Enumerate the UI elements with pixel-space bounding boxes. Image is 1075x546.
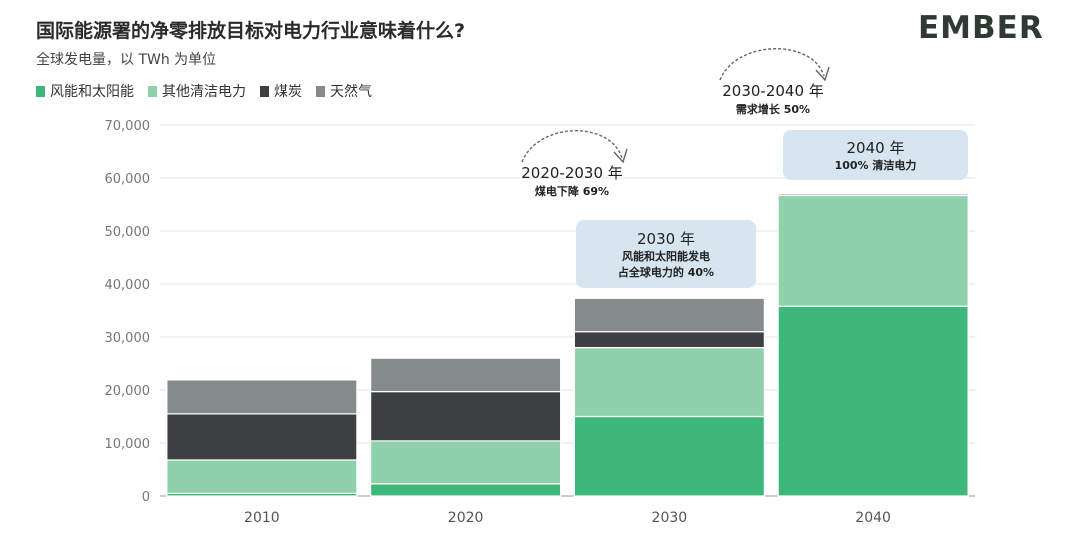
arrow-head-icon	[613, 148, 628, 164]
bar-segment	[166, 459, 358, 494]
bar-segment	[370, 483, 562, 497]
legend-swatch	[36, 85, 45, 97]
legend-swatch	[148, 85, 157, 97]
bar-segment	[370, 390, 562, 442]
legend-item-gas: 天然气	[316, 81, 372, 101]
y-tick-label: 30,000	[105, 331, 151, 346]
bar-segment	[573, 415, 765, 497]
note-2020-2030: 2020-2030 年 煤电下降 69%	[512, 162, 632, 199]
bar-segment	[573, 331, 765, 349]
legend-swatch	[316, 85, 325, 97]
legend: 风能和太阳能 其他清洁电力 煤炭 天然气	[36, 81, 386, 101]
legend-label: 风能和太阳能	[50, 84, 134, 100]
bar-segment	[370, 357, 562, 393]
note-2030-2040: 2030-2040 年 需求增长 50%	[712, 80, 834, 117]
legend-label: 天然气	[330, 84, 372, 100]
x-tick-label: 2020	[448, 510, 484, 526]
callout-title: 2040 年	[846, 139, 905, 157]
y-tick-label: 0	[142, 490, 150, 505]
note-sub: 煤电下降 69%	[534, 185, 610, 198]
bar-segment	[573, 347, 765, 418]
bar-segment	[777, 192, 969, 196]
chart-subtitle: 全球发电量，以 TWh 为单位	[36, 52, 217, 68]
y-tick-label: 60,000	[105, 172, 151, 187]
legend-item-coal: 煤炭	[260, 81, 302, 101]
callout-line: 占全球电力的 40%	[617, 266, 715, 279]
note-title: 2030-2040 年	[722, 82, 824, 100]
bars	[166, 192, 969, 497]
y-tick-label: 10,000	[105, 437, 151, 452]
y-tick-label: 70,000	[105, 119, 151, 134]
callout-2040: 2040 年 100% 清洁电力	[783, 130, 968, 180]
callout-title: 2030 年	[637, 230, 695, 248]
bar-segment	[166, 379, 358, 415]
callout-2030: 2030 年 风能和太阳能发电 占全球电力的 40%	[576, 220, 756, 288]
y-tick-label: 50,000	[105, 225, 151, 240]
callout-line: 风能和太阳能发电	[622, 250, 710, 263]
note-sub: 需求增长 50%	[735, 103, 811, 116]
x-tick-labels: 2010 2020 2030 2040	[244, 510, 891, 526]
y-tick-label: 40,000	[105, 278, 151, 293]
note-title: 2020-2030 年	[521, 164, 623, 182]
bar-segment	[166, 413, 358, 461]
bar-segment	[777, 194, 969, 307]
ember-logo: EMBER	[918, 10, 1044, 46]
bar-segment	[370, 440, 562, 485]
bar-segment	[777, 305, 969, 497]
x-tick-label: 2030	[652, 510, 688, 526]
legend-item-wind-solar: 风能和太阳能	[36, 81, 134, 101]
chart-title: 国际能源署的净零排放目标对电力行业意味着什么?	[36, 20, 466, 42]
bar-segment	[573, 297, 765, 333]
legend-label: 煤炭	[274, 84, 302, 100]
legend-item-other-clean: 其他清洁电力	[148, 81, 246, 101]
curved-arrow-icon	[719, 48, 825, 81]
x-tick-label: 2040	[855, 510, 891, 526]
callout-line: 100% 清洁电力	[834, 159, 917, 172]
y-tick-labels: 0 10,000 20,000 30,000 40,000 50,000 60,000 70,…	[105, 119, 151, 505]
annotation-arrows	[521, 48, 830, 164]
curved-arrow-icon	[521, 130, 623, 163]
legend-label: 其他清洁电力	[162, 84, 246, 100]
arrow-head-icon	[815, 66, 830, 82]
x-tick-label: 2010	[244, 510, 280, 526]
y-tick-label: 20,000	[105, 384, 151, 399]
legend-swatch	[260, 85, 269, 97]
